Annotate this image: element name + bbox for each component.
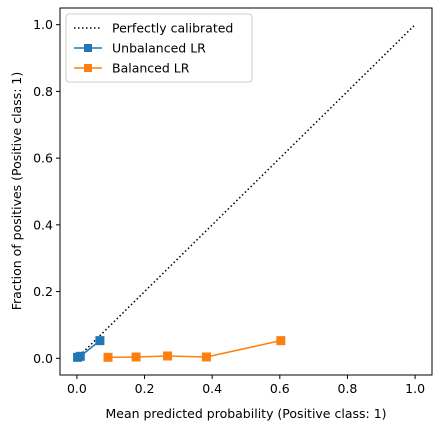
data-point — [163, 351, 173, 361]
data-point — [131, 352, 141, 362]
y-axis-label: Fraction of positives (Positive class: 1… — [9, 72, 24, 311]
data-point — [103, 352, 113, 362]
legend-swatch-marker — [84, 44, 92, 52]
y-tick-label: 0.0 — [33, 351, 53, 366]
legend-swatch-marker — [84, 64, 92, 72]
x-tick-label: 0.2 — [135, 381, 155, 396]
y-tick-label: 0.2 — [33, 284, 53, 299]
data-point — [75, 351, 85, 361]
x-tick-label: 0.0 — [67, 381, 87, 396]
x-axis-label: Mean predicted probability (Positive cla… — [105, 406, 386, 421]
legend-item: Unbalanced LR — [74, 41, 206, 56]
legend-label: Perfectly calibrated — [112, 21, 233, 36]
legend: Perfectly calibrated Unbalanced LR Balance… — [65, 13, 253, 83]
x-tick-label: 1.0 — [405, 381, 425, 396]
x-tick-label: 0.4 — [202, 381, 222, 396]
y-tick-label: 0.6 — [33, 151, 53, 166]
series-2 — [103, 336, 286, 362]
x-tick-label: 0.6 — [270, 381, 290, 396]
legend-item: Perfectly calibrated — [74, 21, 233, 36]
series-layer — [73, 24, 416, 362]
y-axis-ticks: 0.0 0.2 0.4 0.6 0.8 1.0 — [33, 17, 60, 366]
x-axis-ticks: 0.0 0.2 0.4 0.6 0.8 1.0 — [67, 375, 425, 396]
legend-box — [65, 13, 253, 83]
legend-label: Balanced LR — [112, 61, 190, 76]
y-tick-label: 0.8 — [33, 84, 53, 99]
y-tick-label: 1.0 — [33, 17, 53, 32]
legend-label: Unbalanced LR — [112, 41, 206, 56]
series-1 — [73, 336, 105, 362]
data-point — [95, 336, 105, 346]
y-tick-label: 0.4 — [33, 217, 53, 232]
plot-frame — [59, 7, 433, 376]
data-point — [276, 336, 286, 346]
legend-item: Balanced LR — [74, 61, 190, 76]
x-tick-label: 0.8 — [338, 381, 358, 396]
data-point — [201, 352, 211, 362]
